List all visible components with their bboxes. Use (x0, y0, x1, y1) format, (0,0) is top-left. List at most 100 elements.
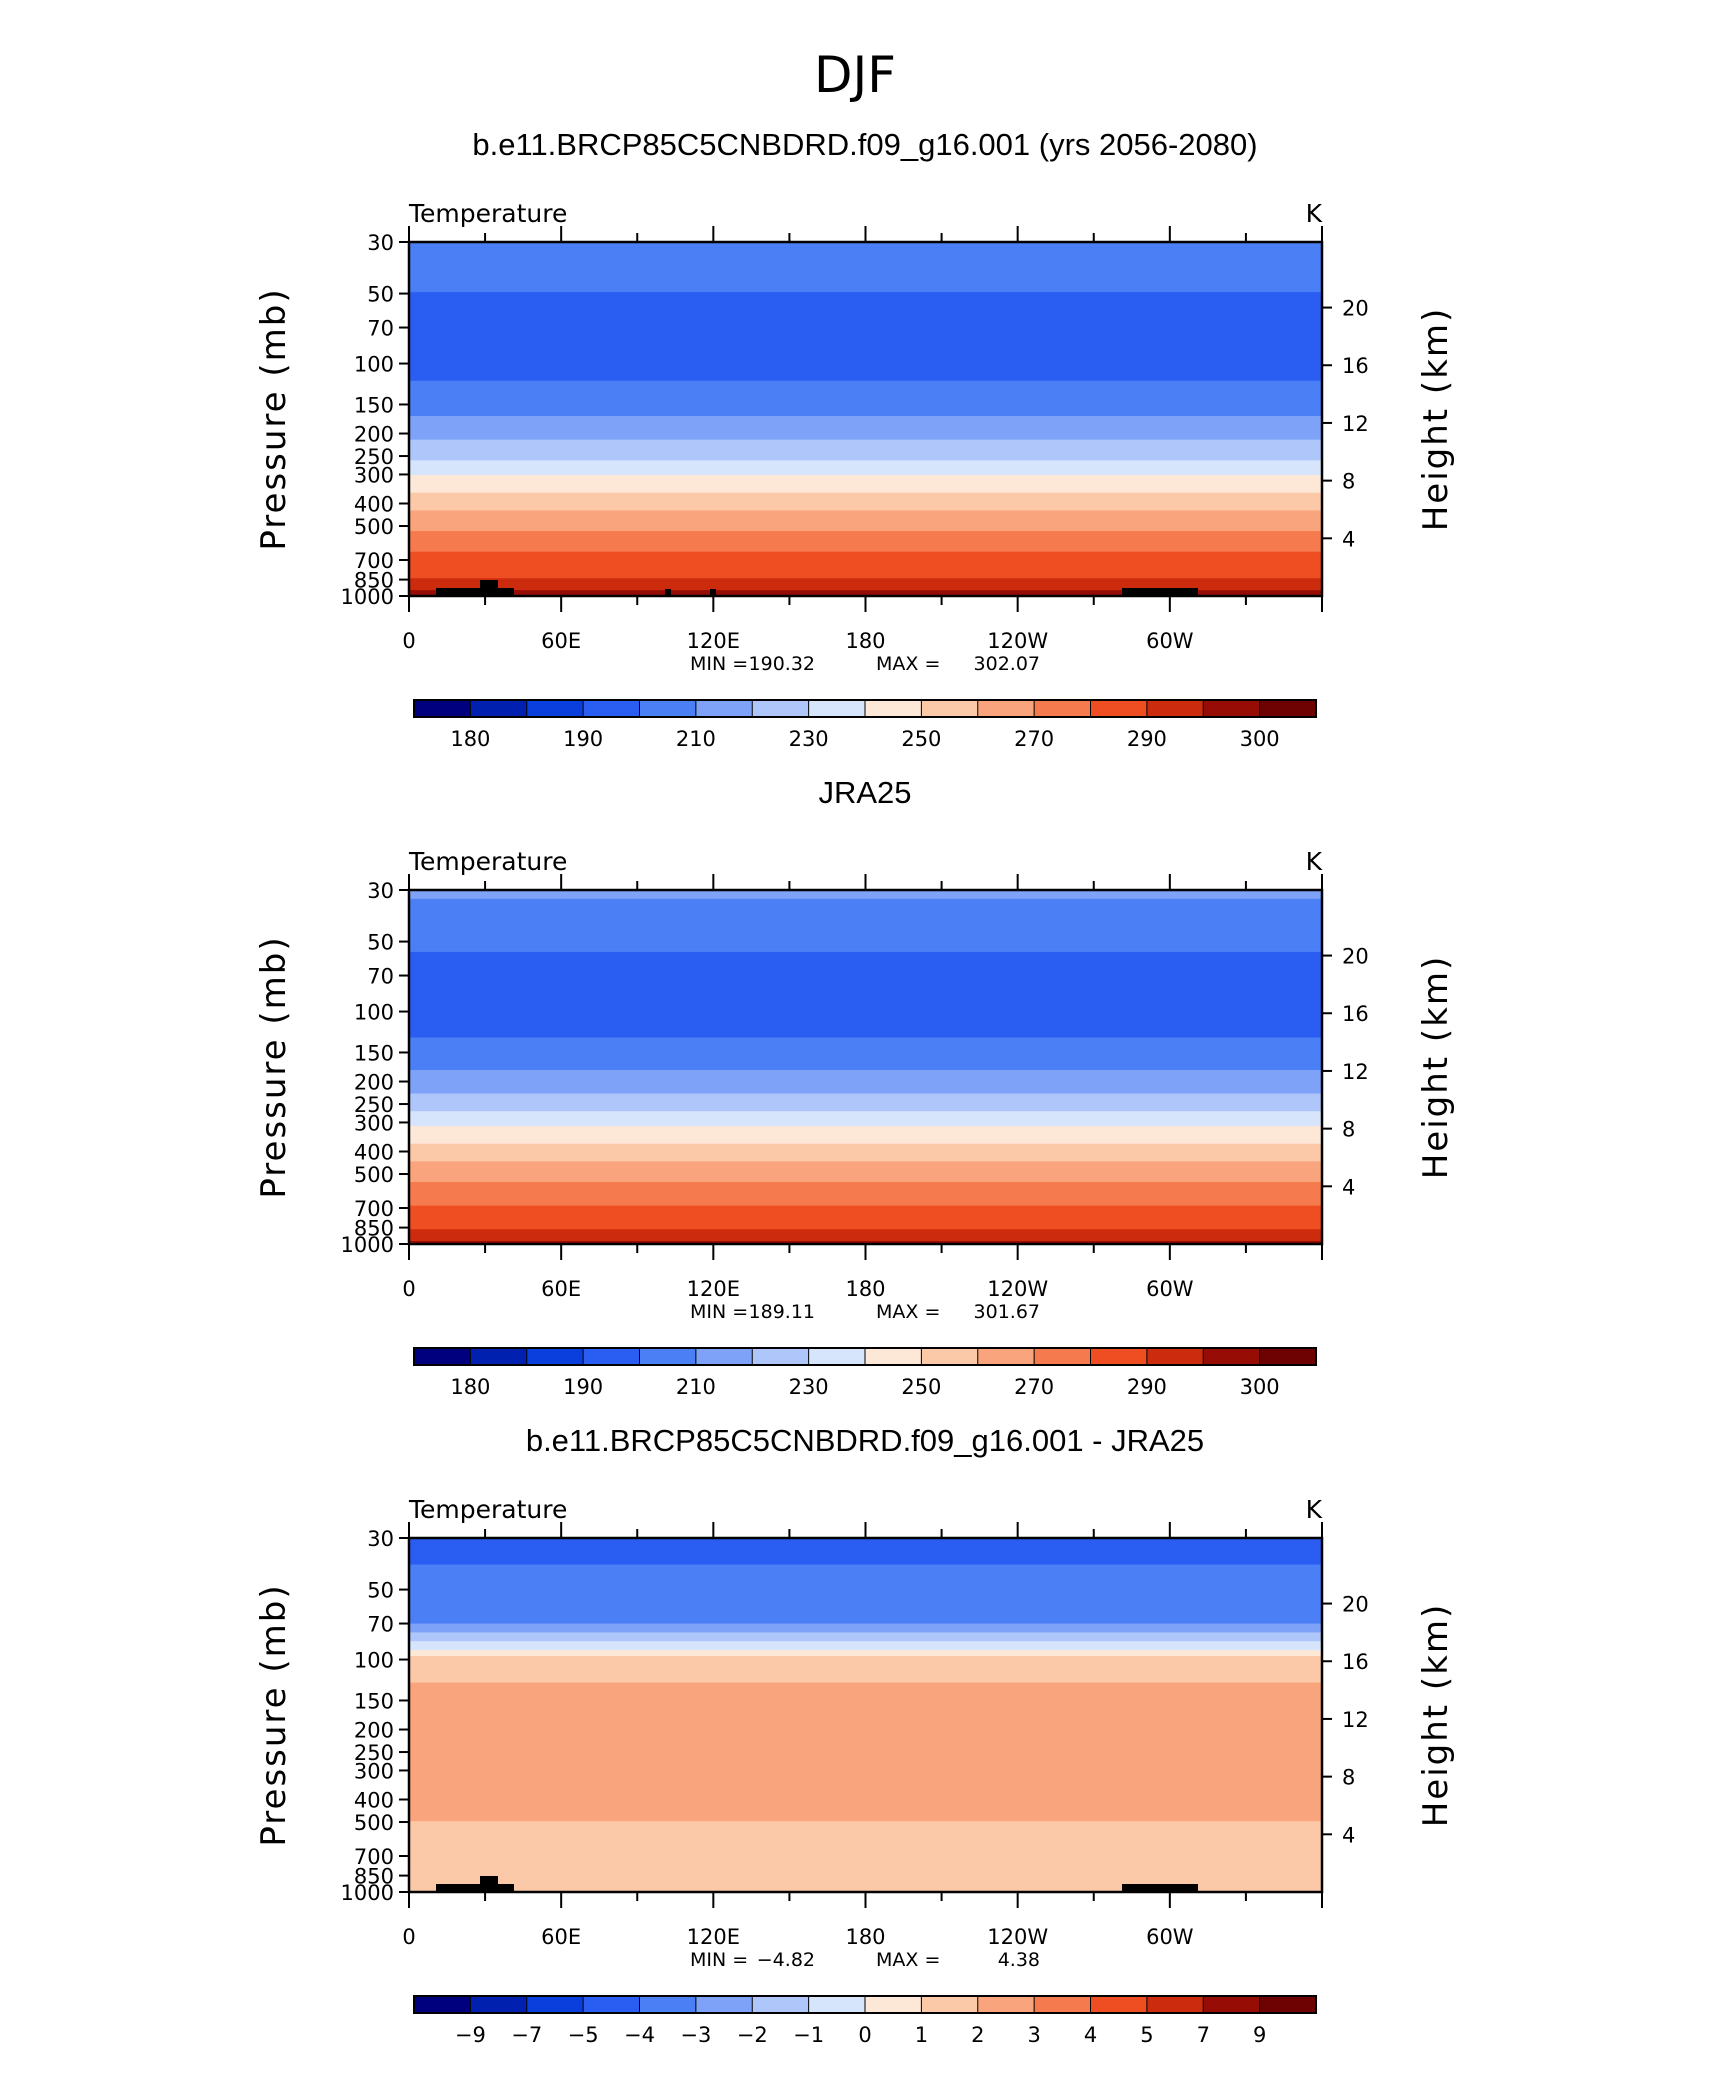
x-tick-label: 120W (987, 1277, 1048, 1301)
contour-band (409, 395, 1322, 400)
colorbar-frame (413, 1347, 1317, 1366)
contour-band (409, 250, 1322, 255)
contour-band (409, 419, 1322, 423)
contour-band (409, 433, 1322, 438)
y-axis-right: 20 16 12 8 4 (1322, 1593, 1369, 1847)
y-axis-title: Pressure (mb) (254, 1583, 294, 1846)
y-right-tick-label: 20 (1342, 297, 1369, 321)
colorbar: 180 190 210 230 250 270 290 300 (413, 699, 1318, 751)
contour-band (409, 892, 1322, 897)
max-value: 4.38 (998, 1949, 1040, 1971)
y-tick-label: 70 (367, 1613, 394, 1637)
colorbar-box (920, 1347, 979, 1366)
contour-band (409, 925, 1322, 930)
contour-band (409, 949, 1322, 953)
contour-band (409, 392, 1322, 397)
contour-band (409, 1865, 1322, 1870)
contour-band (409, 1853, 1322, 1858)
colorbar-tick-label: 290 (1127, 1375, 1167, 1399)
contour-band (409, 934, 1322, 938)
contour-band (409, 448, 1322, 453)
colorbar-box (695, 1347, 754, 1366)
colorbar-box (582, 1995, 641, 2014)
colorbar-tick-label: 180 (450, 727, 490, 751)
contour-band (409, 507, 1322, 512)
x-tick-label: 60E (541, 1925, 581, 1949)
contour-band (409, 975, 1322, 980)
contour-band (409, 1114, 1322, 1118)
contour-band (409, 1546, 1322, 1551)
colorbar-box (751, 1995, 810, 2014)
contour-band (409, 1753, 1322, 1758)
contour-band (409, 1635, 1322, 1640)
contour-band (409, 1738, 1322, 1743)
contour-band (409, 1700, 1322, 1704)
colorbar-box (1033, 1347, 1092, 1366)
y-tick-label: 100 (354, 1649, 394, 1673)
contour-band (409, 1656, 1322, 1660)
contour-band (409, 560, 1322, 565)
contour-band (409, 1010, 1322, 1015)
contour-band (409, 492, 1322, 497)
contour-band (409, 1061, 1322, 1065)
contour-band (409, 1697, 1322, 1702)
y-right-tick-label: 20 (1342, 1593, 1369, 1617)
contour-band (409, 951, 1322, 956)
y-axis-title: Pressure (mb) (254, 935, 294, 1198)
x-axis: 0 60E 120E 180 120W 60W (402, 874, 1323, 1301)
colorbar-box (1146, 1995, 1205, 2014)
colorbar-tick-label: −2 (737, 2023, 768, 2047)
contour-band (409, 262, 1322, 267)
min-label: MIN = (690, 1301, 748, 1323)
min-max: MIN = −4.82 MAX = 4.38 (690, 1949, 1040, 1971)
contour-band (409, 1543, 1322, 1548)
colorbar-tick-label: 2 (971, 2023, 984, 2047)
contour-band (409, 1561, 1322, 1566)
contour-band (409, 1676, 1322, 1681)
colorbar-box (808, 1995, 867, 2014)
contour-band (409, 1765, 1322, 1769)
y-right-tick-label: 12 (1342, 1060, 1369, 1084)
y-tick-label: 30 (367, 879, 394, 903)
contour-band (409, 525, 1322, 529)
y-right-tick-label: 8 (1342, 1766, 1355, 1790)
contour-band (409, 1170, 1322, 1174)
contour-band (409, 1759, 1322, 1763)
max-label: MAX = (876, 1949, 940, 1971)
contour-band (409, 1202, 1322, 1207)
contour-band (409, 1090, 1322, 1095)
y-tick-label: 250 (354, 1741, 394, 1765)
contour-band (409, 1111, 1322, 1115)
contour-band (409, 1617, 1322, 1622)
y-axis-right: 20 16 12 8 4 (1322, 297, 1369, 551)
contour-band (409, 1028, 1322, 1033)
contour-band (409, 436, 1322, 441)
y-tick-label: 850 (354, 569, 394, 593)
contour-band (409, 1075, 1322, 1080)
max-label: MAX = (876, 1301, 940, 1323)
contour-band (409, 907, 1322, 912)
contour-band (409, 542, 1322, 547)
contour-band (409, 1605, 1322, 1610)
contour-band (409, 1161, 1322, 1166)
land-mask-islands (710, 589, 716, 596)
contour-band (409, 1723, 1322, 1728)
y-right-tick-label: 12 (1342, 412, 1369, 436)
contour-band (409, 1173, 1322, 1177)
contour-band (409, 1688, 1322, 1693)
contour-band (409, 1877, 1322, 1881)
contour-band (409, 1232, 1322, 1236)
colorbar-tick-label: 250 (901, 727, 941, 751)
contour-band (409, 590, 1322, 594)
land-mask-africa (436, 1884, 514, 1892)
colorbar-box (526, 1347, 585, 1366)
y-tick-label: 400 (354, 1140, 394, 1164)
contour-band (409, 1824, 1322, 1828)
colorbar-tick-label: −3 (680, 2023, 711, 2047)
contour-band (409, 457, 1322, 462)
contour-band (409, 1815, 1322, 1820)
contour-band (409, 1134, 1322, 1139)
contour-band (409, 1706, 1322, 1710)
contour-band (409, 1093, 1322, 1098)
